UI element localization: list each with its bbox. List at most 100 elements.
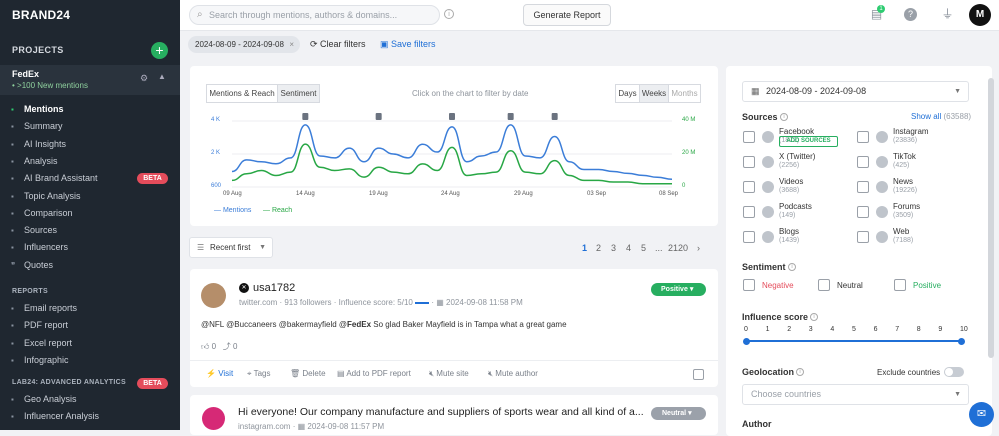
sidebar-item-quotes[interactable]: ❞ Quotes xyxy=(0,257,180,274)
filter-bar: 2024-08-09 - 2024-09-08 × ⟳ Clear filter… xyxy=(188,35,718,55)
tab-sentiment[interactable]: Sentiment xyxy=(277,84,320,103)
annotation-marker[interactable] xyxy=(507,113,514,120)
mention-card[interactable]: Hi everyone! Our company manufacture and… xyxy=(190,395,718,435)
add-to-pdf-button[interactable]: ▤ Add to PDF report xyxy=(337,369,411,378)
sort-select[interactable]: ☰ Recent first ▼ xyxy=(189,237,273,258)
annotation-marker[interactable] xyxy=(449,113,455,120)
annotation-marker[interactable] xyxy=(551,113,558,120)
mention-domain[interactable]: twitter.com xyxy=(239,298,278,307)
add-sources-button[interactable]: ADD SOURCES xyxy=(779,136,838,147)
show-all-link[interactable]: Show all (63588) xyxy=(911,112,971,121)
sidebar-item-mentions[interactable]: ▪ Mentions xyxy=(0,101,180,118)
sidebar-item-email-reports[interactable]: ▪ Email reports xyxy=(0,300,180,317)
visit-button[interactable]: ⚡ Visit xyxy=(206,369,233,378)
plug-icon[interactable]: ⏚ xyxy=(941,7,954,21)
source-checkbox-x-twitter-[interactable] xyxy=(743,156,755,168)
mention-select-checkbox[interactable] xyxy=(693,369,704,380)
sidebar-item-sources[interactable]: ▪ Sources xyxy=(0,222,180,239)
info-icon[interactable]: i xyxy=(780,113,788,121)
sentiment-badge[interactable]: Positive ▾ xyxy=(651,283,706,296)
mute-author-button[interactable]: 🔇︎ Mute author xyxy=(488,369,538,379)
gear-icon[interactable]: ⚙ xyxy=(140,73,149,83)
source-checkbox-podcasts[interactable] xyxy=(743,206,755,218)
source-checkbox-web[interactable] xyxy=(857,231,869,243)
influence-slider-track[interactable] xyxy=(746,340,962,342)
notification-count: 1 xyxy=(877,5,885,13)
source-checkbox-blogs[interactable] xyxy=(743,231,755,243)
annotation-marker[interactable] xyxy=(302,113,309,120)
project-fedex[interactable]: FedEx • >100 New mentions ⚙ ▲ xyxy=(0,65,180,95)
source-checkbox-tiktok[interactable] xyxy=(857,156,869,168)
search-input[interactable]: ⌕ Search through mentions, authors & dom… xyxy=(189,5,440,25)
date-range-select[interactable]: ▦ 2024-08-09 - 2024-09-08 ▼ xyxy=(742,81,969,102)
page-3[interactable]: 3 xyxy=(611,243,617,253)
clear-filters-button[interactable]: ⟳ Clear filters xyxy=(310,39,366,50)
sidebar-item-ai-brand-assistant[interactable]: ▪ AI Brand Assistant xyxy=(0,170,180,187)
sentiment-checkbox-neutral[interactable] xyxy=(818,279,830,291)
brand-logo[interactable]: BRAND24 xyxy=(12,8,71,22)
save-filters-button[interactable]: ▣ Save filters xyxy=(380,39,436,50)
page-2120[interactable]: 2120 xyxy=(668,243,689,253)
right-panel-scrollbar[interactable] xyxy=(988,78,994,358)
sidebar-item-label: Sources xyxy=(24,225,58,236)
mention-card[interactable]: ✕ usa1782 twitter.com · 913 followers · … xyxy=(190,269,718,387)
page-4[interactable]: 4 xyxy=(626,243,632,253)
sidebar-item-analysis[interactable]: ▪ Analysis xyxy=(0,153,180,170)
source-checkbox-facebook[interactable] xyxy=(743,131,755,143)
delete-button[interactable]: 🗑︎ Delete xyxy=(290,369,326,378)
mention-title[interactable]: Hi everyone! Our company manufacture and… xyxy=(238,406,644,418)
author-avatar[interactable] xyxy=(201,283,226,308)
countries-select[interactable]: Choose countries ▼ xyxy=(742,384,969,405)
sentiment-badge[interactable]: Neutral ▾ xyxy=(651,407,706,420)
info-icon[interactable]: i xyxy=(444,9,454,19)
sidebar-item-excel-report[interactable]: ▪ Excel report xyxy=(0,335,180,352)
sentiment-checkbox-negative[interactable] xyxy=(743,279,755,291)
info-icon[interactable]: i xyxy=(788,263,796,271)
chat-bubble-icon[interactable]: ✉ xyxy=(969,402,994,427)
page-2[interactable]: 2 xyxy=(596,243,602,253)
series-line-reach[interactable] xyxy=(231,143,672,185)
sidebar-item-summary[interactable]: ▪ Summary xyxy=(0,118,180,135)
date-filter-chip[interactable]: 2024-08-09 - 2024-09-08 × xyxy=(188,36,300,53)
sidebar-item-topic-analysis[interactable]: ▪ Topic Analysis xyxy=(0,188,180,205)
visit-icon: ⚡ xyxy=(206,369,216,378)
notifications-icon[interactable]: ▤ xyxy=(870,7,883,21)
page-1[interactable]: 1 xyxy=(582,243,588,253)
author-name[interactable]: usa1782 xyxy=(253,282,296,294)
sidebar-item-geo-analysis[interactable]: ▪ Geo Analysis xyxy=(0,391,180,408)
mute-site-button[interactable]: 🔇︎ Mute site xyxy=(429,369,469,379)
legend-reach[interactable]: — Reach xyxy=(263,207,293,214)
user-avatar[interactable]: M xyxy=(969,4,991,26)
annotation-marker[interactable] xyxy=(375,113,382,120)
sidebar-item-influencer-analysis[interactable]: ▪ Influencer Analysis xyxy=(0,408,180,425)
range-months[interactable]: Months xyxy=(668,84,701,103)
source-checkbox-forums[interactable] xyxy=(857,206,869,218)
sidebar-item-ai-insights[interactable]: ▪ AI Insights xyxy=(0,136,180,153)
sidebar-item-influencers[interactable]: ▪ Influencers xyxy=(0,239,180,256)
influence-tick: 2 xyxy=(787,326,792,333)
source-checkbox-videos[interactable] xyxy=(743,181,755,193)
info-icon[interactable]: i xyxy=(796,368,804,376)
sentiment-checkbox-positive[interactable] xyxy=(894,279,906,291)
sidebar-item-infographic[interactable]: ▪ Infographic xyxy=(0,352,180,369)
source-checkbox-instagram[interactable] xyxy=(857,131,869,143)
add-project-button[interactable]: + xyxy=(151,42,168,59)
info-icon[interactable]: i xyxy=(810,313,818,321)
mentions-reach-chart[interactable] xyxy=(190,66,718,226)
exclude-countries-toggle[interactable] xyxy=(944,367,964,377)
series-line-mentions[interactable] xyxy=(231,124,673,180)
sidebar-item-comparison[interactable]: ▪ Comparison xyxy=(0,205,180,222)
chevron-right-icon[interactable]: › xyxy=(697,243,700,253)
influence-slider-min-handle[interactable] xyxy=(743,338,750,345)
tags-button[interactable]: ⌖ Tags xyxy=(247,369,271,379)
sidebar-item-pdf-report[interactable]: ▪ PDF report xyxy=(0,317,180,334)
mention-domain[interactable]: instagram.com xyxy=(238,422,291,431)
influence-slider-max-handle[interactable] xyxy=(958,338,965,345)
chevron-up-icon[interactable]: ▲ xyxy=(158,72,166,81)
close-icon[interactable]: × xyxy=(289,40,294,49)
source-checkbox-news[interactable] xyxy=(857,181,869,193)
legend-mentions[interactable]: — Mentions xyxy=(214,207,252,214)
generate-report-button[interactable]: Generate Report xyxy=(523,4,611,26)
help-icon[interactable]: ? xyxy=(904,8,917,21)
page-5[interactable]: 5 xyxy=(641,243,647,253)
